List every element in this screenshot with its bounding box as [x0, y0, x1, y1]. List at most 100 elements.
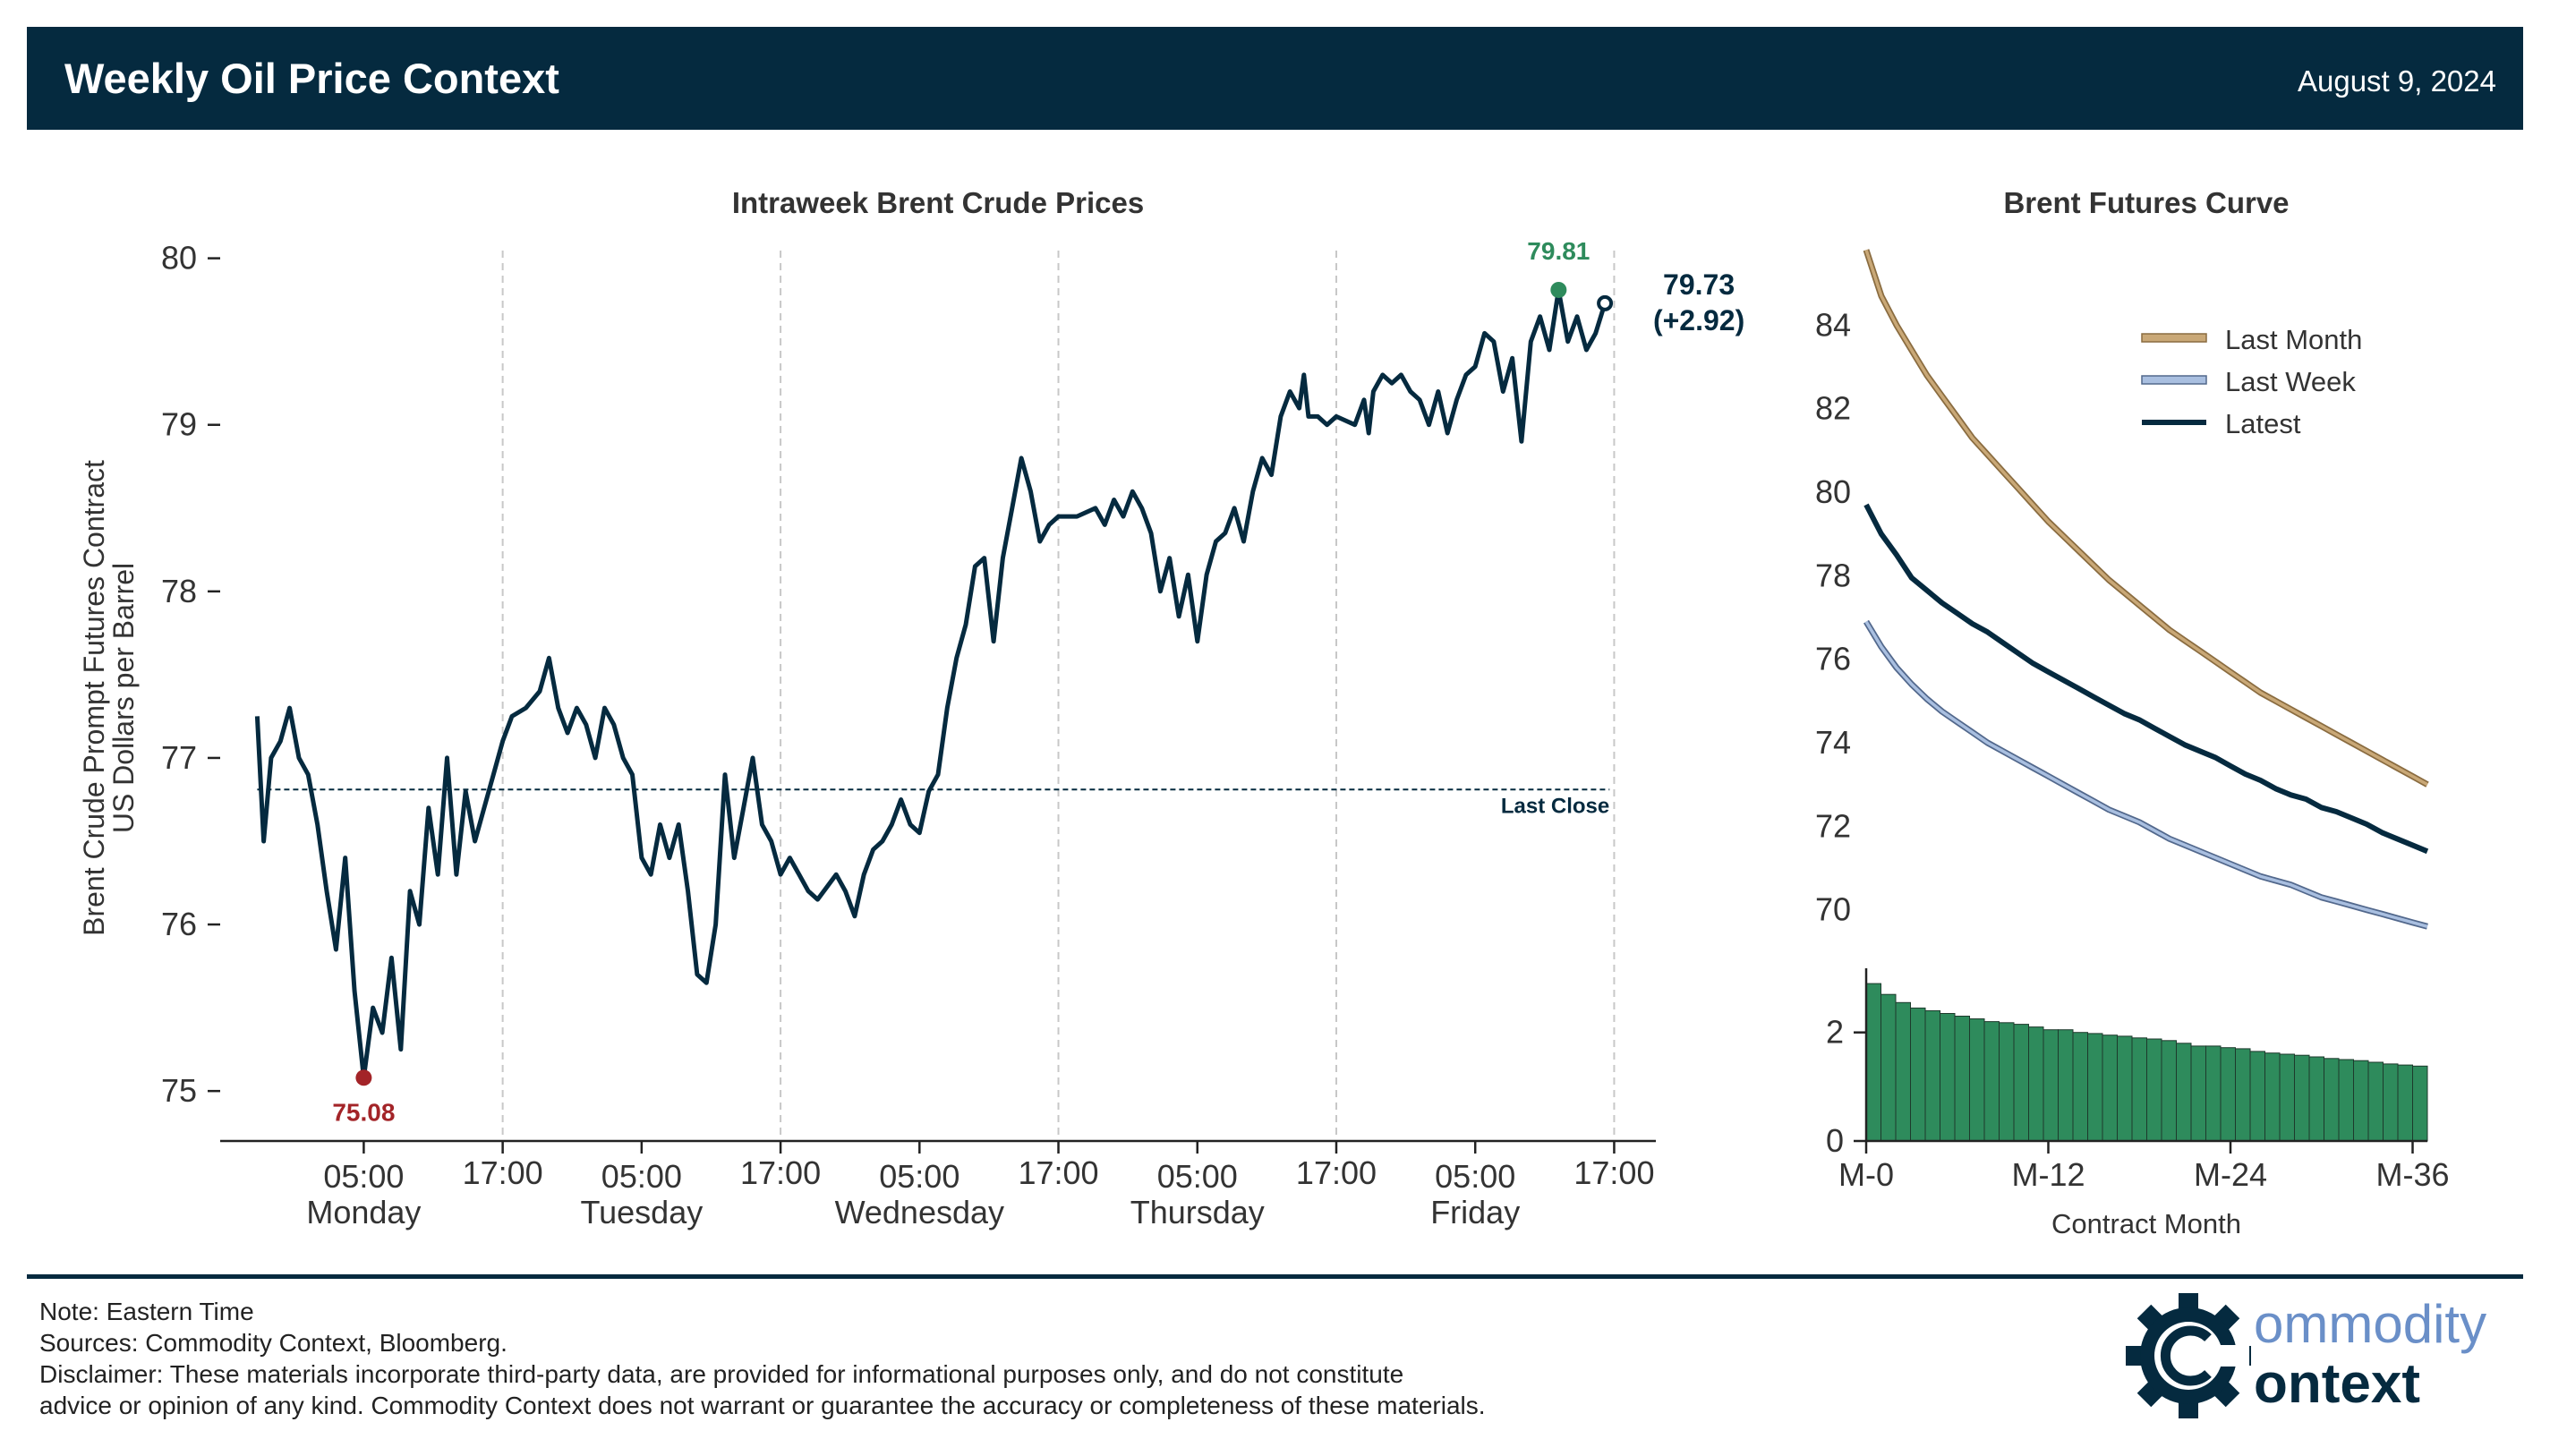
spread-bar [2058, 1029, 2074, 1142]
spread-bar [1983, 1021, 2000, 1142]
legend-label-latest: Latest [2225, 408, 2301, 439]
y-tick-label-1: 76 [161, 906, 197, 942]
curve-y-tick-label-6: 82 [1815, 390, 1851, 427]
spread-bar [2087, 1033, 2103, 1142]
spread-bar [2294, 1054, 2310, 1142]
high-point-marker [1550, 281, 1567, 298]
curve-y-tick-label-7: 84 [1815, 306, 1851, 343]
logo-text-line-1: ommodity [2254, 1294, 2486, 1354]
disclaimer-line-1: Disclaimer: These materials incorporate … [39, 1360, 1404, 1388]
curve-y-tick-label-1: 72 [1815, 807, 1851, 844]
spread-bar [2013, 1024, 2029, 1142]
curve-y-tick-label-2: 74 [1815, 724, 1851, 761]
curve-y-tick-label-4: 78 [1815, 557, 1851, 593]
charts-canvas: Intraweek Brent Crude Prices Brent Crude… [78, 186, 2450, 1239]
spread-bar [2235, 1048, 2251, 1142]
spread-bar [2043, 1029, 2059, 1142]
spread-bar [2146, 1038, 2162, 1142]
x-tick-day-label-4: Wednesday [835, 1194, 1004, 1230]
curve-y-tick-label-5: 80 [1815, 473, 1851, 510]
month-tick-label-3: M-36 [2375, 1156, 2449, 1193]
curve-y-axis: 70 72 74 76 78 80 82 84 [1815, 306, 1851, 927]
high-point-label: 79.81 [1527, 237, 1590, 265]
curve-legend: Last Month Last Week Latest [2141, 324, 2362, 439]
x-tick-time-label-0: 05:00 [323, 1158, 404, 1195]
y-tick-label-4: 79 [161, 406, 197, 443]
header-bar: Weekly Oil Price Context August 9, 2024 [27, 27, 2523, 130]
x-tick-time-label-4: 05:00 [879, 1158, 959, 1195]
x-tick-time-label-3: 17:00 [740, 1154, 821, 1191]
x-tick-time-label-5: 17:00 [1018, 1154, 1098, 1191]
last-price-label: 79.73 [1663, 268, 1735, 301]
spread-bar [2028, 1026, 2044, 1142]
intraweek-chart-title: Intraweek Brent Crude Prices [732, 186, 1144, 219]
x-tick-day-label-0: Monday [306, 1194, 421, 1230]
last-close-label: Last Close [1501, 794, 1609, 818]
legend-swatch-last-week [2141, 375, 2207, 385]
spread-bar [1999, 1022, 2015, 1142]
spread-bar [2220, 1047, 2236, 1142]
intraweek-chart: Intraweek Brent Crude Prices Brent Crude… [78, 186, 1744, 1230]
spread-y-tick-label-0: 0 [1826, 1122, 1844, 1159]
spread-bar [1940, 1013, 1956, 1142]
y-tick-label-5: 80 [161, 240, 197, 277]
spread-bar [2161, 1040, 2177, 1142]
spread-bar [2072, 1032, 2088, 1142]
note-text: Note: Eastern Time [39, 1298, 254, 1325]
spread-bar [2324, 1058, 2340, 1142]
spread-bar [2131, 1037, 2147, 1142]
y-tick-label-2: 77 [161, 739, 197, 776]
logo-text-line-2: ontext [2254, 1353, 2420, 1415]
x-tick-time-label-8: 05:00 [1435, 1158, 1515, 1195]
spread-y-tick-label-1: 2 [1826, 1014, 1844, 1051]
month-tick-label-1: M-12 [2011, 1156, 2085, 1193]
x-tick-day-label-2: Tuesday [580, 1194, 703, 1230]
spread-bar [2205, 1045, 2222, 1142]
y-tick-label-0: 75 [161, 1072, 197, 1109]
page-title: Weekly Oil Price Context [64, 55, 559, 102]
curve-y-tick-label-0: 70 [1815, 891, 1851, 928]
spread-bar [2412, 1065, 2428, 1142]
footer-notes: Note: Eastern Time Sources: Commodity Co… [39, 1296, 1486, 1421]
spread-bar [1895, 1001, 1911, 1142]
commodity-context-logo: ommodity ontext [2126, 1293, 2486, 1418]
disclaimer-line-2: advice or opinion of any kind. Commodity… [39, 1392, 1486, 1419]
spread-bar [2176, 1043, 2192, 1142]
spread-bar [2397, 1064, 2413, 1142]
x-tick-time-label-2: 05:00 [601, 1158, 682, 1195]
spread-bar [2190, 1045, 2206, 1142]
spread-bar [2338, 1059, 2354, 1142]
legend-label-last-week: Last Week [2225, 366, 2356, 397]
spread-bar [2117, 1035, 2133, 1142]
spread-bar [1881, 993, 1897, 1142]
report-date: August 9, 2024 [2297, 64, 2496, 98]
low-point-marker [355, 1069, 372, 1086]
spread-bar [2367, 1061, 2384, 1142]
x-tick-time-label-1: 17:00 [463, 1154, 543, 1191]
spread-bar [2264, 1052, 2281, 1142]
curve-series [1863, 249, 2429, 930]
vertical-gridlines [501, 251, 1616, 1141]
low-point-label: 75.08 [332, 1098, 395, 1126]
x-tick-day-label-6: Thursday [1130, 1194, 1265, 1230]
sources-text: Sources: Commodity Context, Bloomberg. [39, 1329, 507, 1357]
y-axis-label-line-1: Brent Crude Prompt Futures Contract [78, 460, 110, 936]
curve-y-tick-label-3: 76 [1815, 641, 1851, 677]
x-tick-day-label-8: Friday [1430, 1194, 1520, 1230]
last-change-label: (+2.92) [1653, 304, 1744, 336]
legend-swatch-last-month [2141, 333, 2207, 343]
contract-month-axis: M-0 M-12 M-24 M-36 [1838, 1141, 2450, 1193]
month-tick-label-2: M-24 [2194, 1156, 2267, 1193]
month-tick-label-0: M-0 [1838, 1156, 1894, 1193]
spread-bar [1865, 983, 1881, 1142]
gear-c-icon [2126, 1293, 2251, 1418]
contract-month-axis-label: Contract Month [2051, 1208, 2241, 1239]
price-series-line [254, 287, 1608, 1080]
x-tick-time-label-7: 17:00 [1296, 1154, 1377, 1191]
last-point-marker [1597, 294, 1614, 311]
spread-bar [1969, 1018, 1985, 1142]
y-tick-label-3: 78 [161, 573, 197, 609]
curve-line-latest [1863, 503, 2429, 855]
curve-line-outline-1 [1863, 619, 2428, 930]
